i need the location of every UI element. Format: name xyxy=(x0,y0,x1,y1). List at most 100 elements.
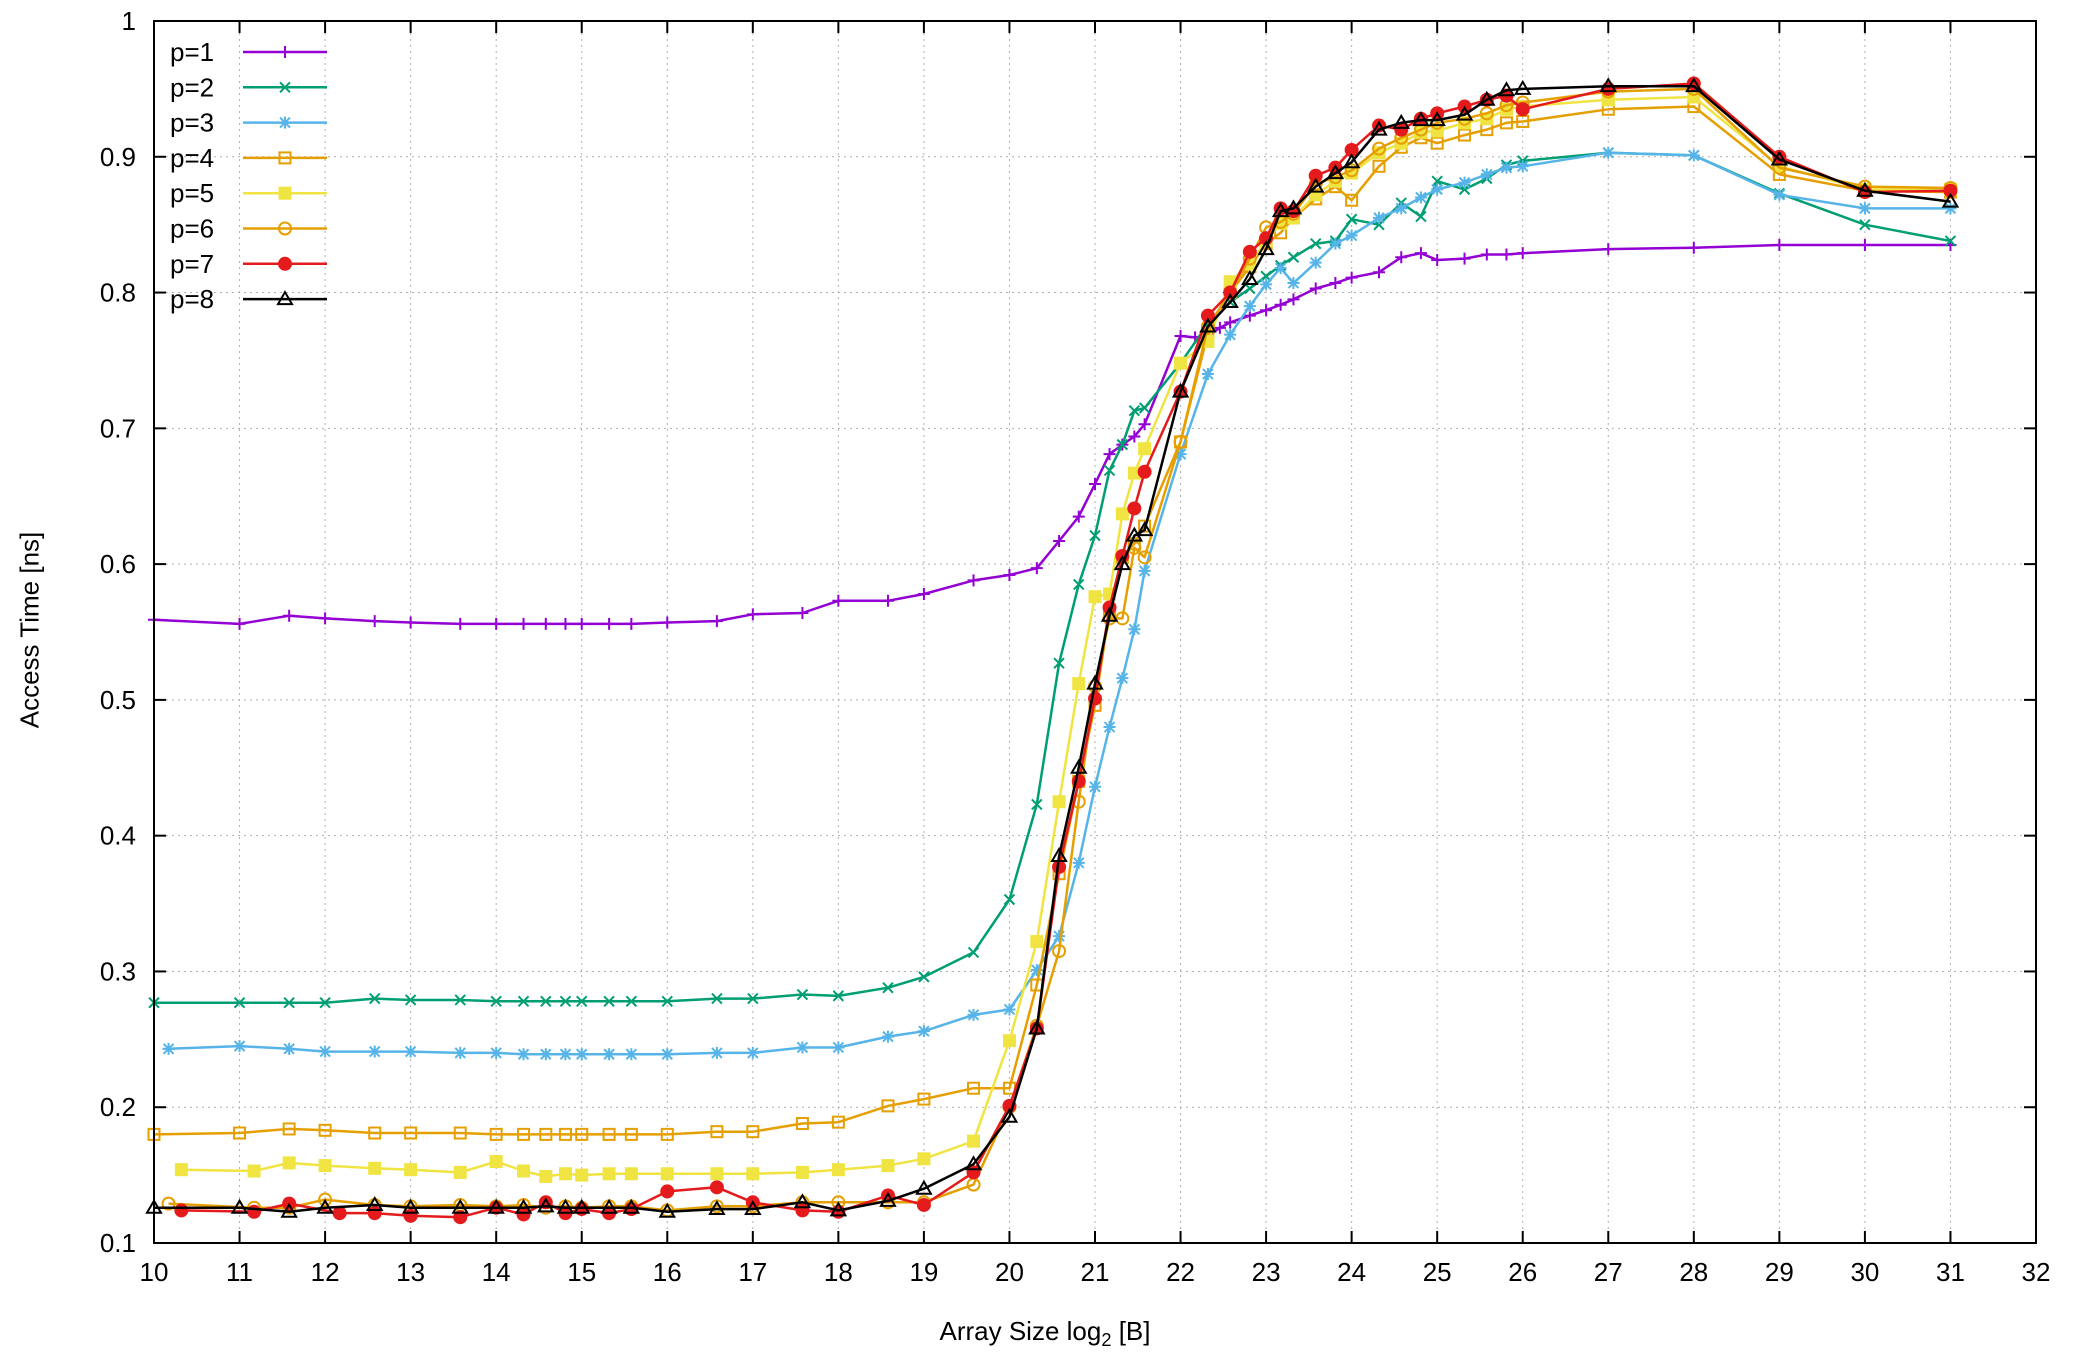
data-point xyxy=(1271,202,1290,218)
data-point xyxy=(1394,122,1409,137)
x-tick-label: 32 xyxy=(2022,1257,2051,1287)
data-point xyxy=(1028,1019,1046,1035)
data-point xyxy=(1428,111,1446,127)
series-line xyxy=(168,87,1951,1212)
data-point xyxy=(1002,1034,1016,1048)
data-point xyxy=(1000,1107,1019,1123)
series-8 xyxy=(145,77,1960,1218)
data-point xyxy=(1128,430,1141,443)
data-point xyxy=(1088,590,1102,604)
data-point xyxy=(318,1123,332,1137)
data-point xyxy=(1052,795,1066,809)
data-point xyxy=(1052,944,1067,959)
data-point xyxy=(516,1207,531,1222)
data-point xyxy=(575,1048,588,1061)
data-point xyxy=(1414,191,1427,204)
data-point xyxy=(660,1127,674,1141)
data-point xyxy=(161,1196,176,1211)
data-point xyxy=(746,1167,760,1181)
data-point xyxy=(318,1192,333,1207)
data-point xyxy=(1100,606,1119,622)
x-tick-label: 20 xyxy=(995,1257,1024,1287)
data-point xyxy=(709,1180,724,1195)
data-point xyxy=(453,1165,467,1179)
data-point xyxy=(247,1164,261,1178)
data-point xyxy=(1345,271,1358,284)
data-point xyxy=(404,1045,417,1058)
data-point xyxy=(882,982,894,994)
y-tick-label: 0.6 xyxy=(100,549,136,579)
data-point xyxy=(1072,510,1085,523)
data-point xyxy=(1200,308,1215,323)
y-tick-label: 0.5 xyxy=(100,685,136,715)
data-point xyxy=(1770,150,1789,166)
data-point xyxy=(1224,316,1237,329)
data-point xyxy=(1480,248,1493,261)
data-point xyxy=(454,994,466,1006)
data-point xyxy=(1287,293,1300,306)
series-line xyxy=(181,82,1951,1219)
legend-marker xyxy=(279,46,291,58)
data-point xyxy=(1135,521,1154,537)
data-point xyxy=(1373,266,1386,279)
series-4 xyxy=(147,100,1957,1141)
data-point xyxy=(796,988,809,1001)
data-point xyxy=(1030,935,1044,949)
data-point xyxy=(514,1198,533,1214)
data-point xyxy=(1479,106,1494,121)
data-point xyxy=(1602,146,1615,159)
data-point xyxy=(1308,168,1323,183)
data-point xyxy=(710,1046,723,1059)
data-point xyxy=(539,1127,553,1141)
data-point xyxy=(490,995,502,1008)
y-tick-label: 0.7 xyxy=(100,413,136,443)
data-point xyxy=(280,1202,298,1218)
data-point xyxy=(1113,555,1132,571)
data-point xyxy=(1685,77,1703,93)
data-point xyxy=(368,992,381,1005)
y-tick-label: 0.2 xyxy=(100,1092,136,1122)
data-point xyxy=(603,1048,616,1061)
data-point xyxy=(537,1197,555,1213)
data-point xyxy=(1458,128,1472,142)
data-point xyxy=(517,617,530,630)
data-point xyxy=(1073,578,1085,591)
data-point xyxy=(795,1165,809,1179)
data-point xyxy=(368,1161,382,1175)
data-point xyxy=(1413,111,1428,126)
legend-item-5: p=5 xyxy=(170,178,327,208)
legend-label: p=8 xyxy=(170,284,214,314)
data-point xyxy=(559,1048,572,1061)
y-tick-label: 0.1 xyxy=(100,1228,136,1258)
data-point xyxy=(710,1125,724,1139)
data-point xyxy=(600,1198,618,1214)
data-point xyxy=(1415,210,1427,223)
data-point xyxy=(1213,321,1226,334)
data-point xyxy=(746,608,759,621)
data-point xyxy=(517,1127,531,1141)
data-point xyxy=(1941,192,1960,208)
data-point xyxy=(881,1099,895,1113)
data-point xyxy=(879,1191,897,1207)
data-point xyxy=(404,1126,418,1140)
data-point xyxy=(1687,149,1700,162)
x-tick-label: 15 xyxy=(567,1257,596,1287)
x-axis-label: Array Size log2 [B] xyxy=(939,1316,1151,1351)
series-line xyxy=(154,151,1951,1004)
data-point xyxy=(1414,247,1427,260)
legend-marker xyxy=(278,151,292,165)
data-point xyxy=(1003,893,1016,906)
data-point xyxy=(539,1169,553,1183)
data-point xyxy=(365,1195,384,1211)
data-point xyxy=(917,1025,930,1038)
data-point xyxy=(964,1155,983,1171)
data-point xyxy=(1070,758,1088,774)
legend-label: p=4 xyxy=(170,143,214,173)
data-point xyxy=(1257,240,1275,256)
data-point xyxy=(1329,237,1342,250)
y-tick-label: 0.8 xyxy=(100,278,136,308)
series-line xyxy=(168,151,1951,1056)
data-point xyxy=(917,1152,931,1166)
data-point xyxy=(1103,464,1116,477)
